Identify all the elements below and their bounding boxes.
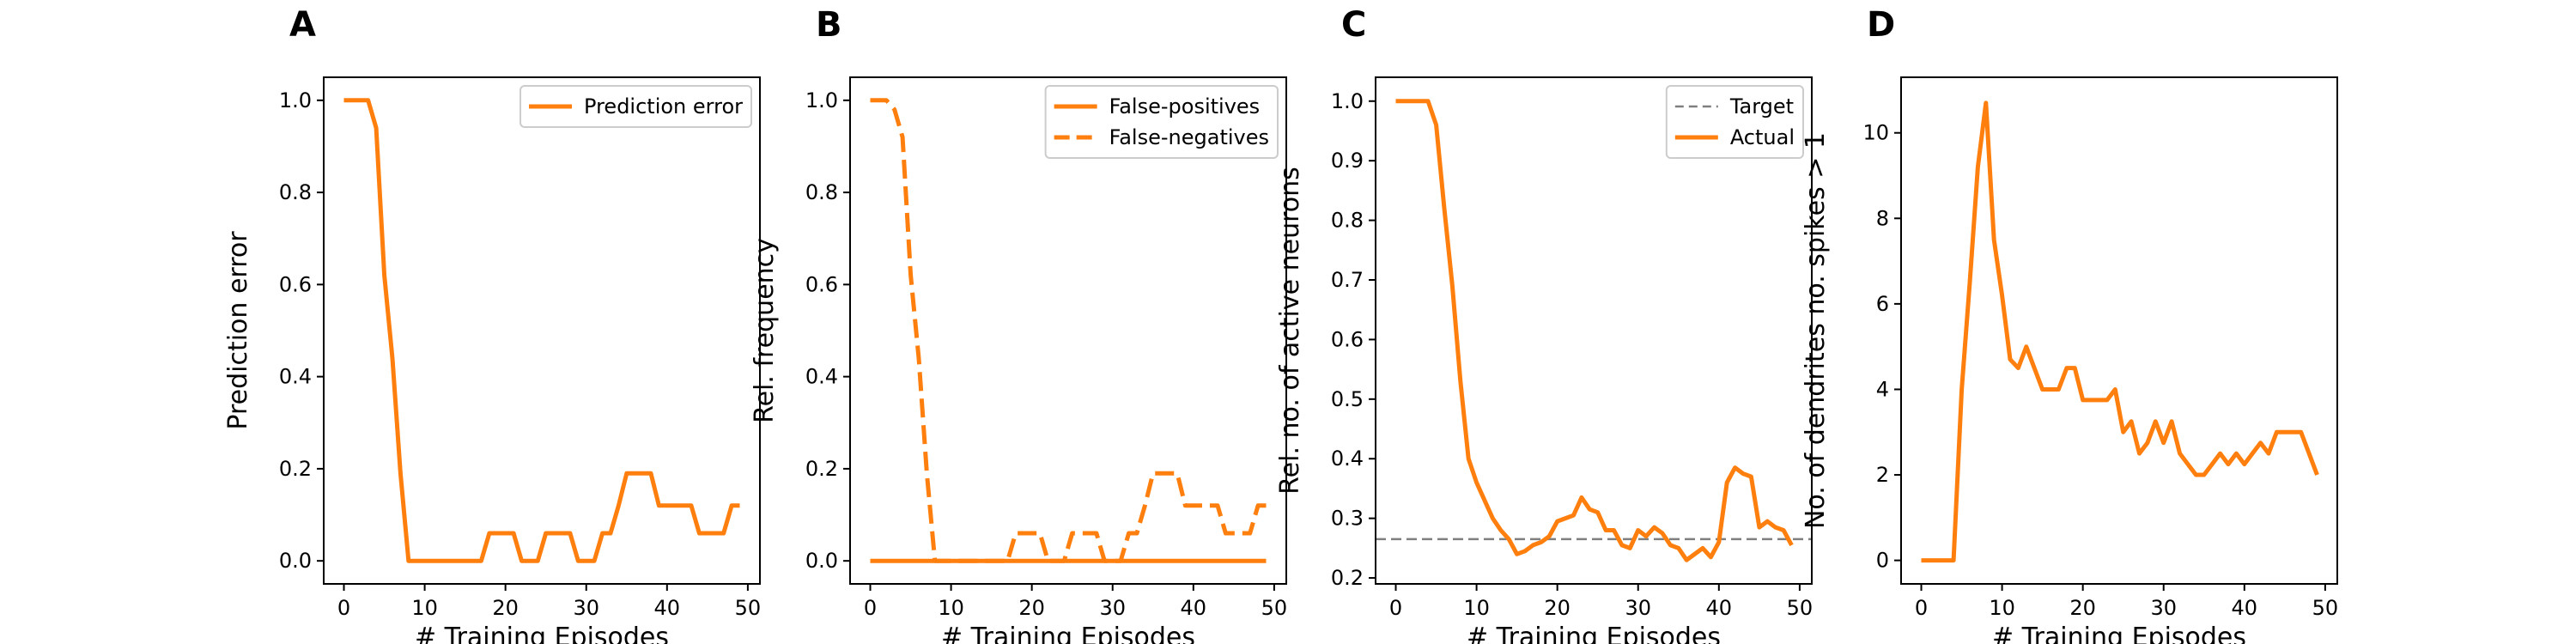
- y-tick-label: 0.0: [279, 549, 312, 573]
- x-tick-label: 40: [1181, 596, 1207, 620]
- y-tick-label: 10: [1862, 121, 1889, 145]
- legend-frame: [519, 85, 752, 128]
- x-axis-label: # Training Episodes: [941, 623, 1195, 644]
- x-axis-label: # Training Episodes: [415, 623, 669, 644]
- y-tick-label: 0.2: [805, 457, 838, 481]
- y-tick-label: 0.0: [805, 549, 838, 573]
- legend-label: Prediction error: [584, 94, 743, 118]
- x-tick-label: 10: [1989, 596, 2015, 620]
- y-tick-label: 0.3: [1331, 507, 1364, 531]
- y-axis-label: Prediction error: [223, 231, 253, 430]
- x-tick-label: 40: [1706, 596, 1733, 620]
- legend: Prediction error: [519, 85, 752, 128]
- x-tick-label: 30: [1625, 596, 1651, 620]
- y-axis-label: Rel. frequency: [750, 238, 780, 423]
- x-tick-label: 20: [1544, 596, 1571, 620]
- x-tick-label: 50: [1261, 596, 1288, 620]
- x-tick-label: 0: [864, 596, 877, 620]
- x-tick-label: 20: [1018, 596, 1045, 620]
- y-tick-label: 0.4: [805, 365, 838, 389]
- series-line-1: [1921, 100, 2319, 563]
- plot-area: [1921, 100, 2319, 563]
- axes-frame: [1900, 76, 2338, 585]
- legend-label: Target: [1729, 94, 1794, 118]
- y-tick-label: 4: [1876, 377, 1889, 401]
- x-tick-label: 10: [938, 596, 964, 620]
- y-tick-label: 0.4: [279, 365, 312, 389]
- x-tick-label: 30: [573, 596, 599, 620]
- y-tick-label: 0.8: [805, 180, 838, 204]
- panel-c: C 0 10 20 30 40 50 0.2 0.3 0.4 0.5 0.6 0.7 0.8 0.9 1.0 #…: [1275, 5, 1813, 644]
- series-line-2: [1395, 99, 1794, 562]
- axes-frame: [1375, 76, 1813, 585]
- y-axis-label: No. of dendrites no. spikes > 1: [1801, 132, 1831, 529]
- series-line-2: [870, 98, 1267, 563]
- x-tick-label: 0: [1915, 596, 1928, 620]
- legend-label: Actual: [1730, 125, 1795, 149]
- x-tick-label: 50: [1787, 596, 1814, 620]
- plot-area: [343, 98, 740, 563]
- x-tick-label: 0: [1389, 596, 1402, 620]
- axes-frame: [323, 76, 761, 585]
- panel-letter: A: [289, 5, 316, 45]
- panel-letter: C: [1341, 5, 1366, 45]
- y-tick-label: 0.6: [805, 272, 838, 296]
- panel-d: D 0 10 20 30 40 50 0 2 4 6 8 10 # Training Episodes No…: [1801, 5, 2338, 644]
- y-tick-label: 8: [1876, 206, 1889, 230]
- y-tick-label: 1.0: [805, 88, 838, 112]
- x-axis-label: # Training Episodes: [1992, 623, 2246, 644]
- x-tick-label: 50: [735, 596, 762, 620]
- panel-a: A 0 10 20 30 40 50 0.0 0.2 0.4 0.6 0.8 1.0 # Training…: [223, 5, 761, 644]
- panel-letter: B: [816, 5, 842, 45]
- legend-label: False-positives: [1109, 94, 1261, 118]
- y-tick-label: 0.7: [1331, 268, 1364, 292]
- axes-frame: [849, 76, 1287, 585]
- plot-area: [1376, 99, 1812, 562]
- x-tick-label: 0: [337, 596, 350, 620]
- y-tick-label: 1.0: [279, 88, 312, 112]
- legend-frame: [1665, 85, 1804, 159]
- x-tick-label: 30: [1099, 596, 1126, 620]
- legend-label: False-negatives: [1109, 125, 1269, 149]
- x-tick-label: 10: [1463, 596, 1490, 620]
- x-axis-label: # Training Episodes: [1467, 623, 1721, 644]
- x-tick-label: 40: [2232, 596, 2258, 620]
- y-tick-label: 1.0: [1331, 89, 1364, 113]
- y-tick-label: 0.9: [1331, 149, 1364, 173]
- y-tick-label: 0.8: [279, 180, 312, 204]
- x-tick-label: 20: [2069, 596, 2096, 620]
- y-tick-label: 2: [1876, 463, 1889, 487]
- panel-b: B 0 10 20 30 40 50 0.0 0.2 0.4 0.6 0.8 1.0 # Training…: [750, 5, 1287, 644]
- x-tick-label: 30: [2150, 596, 2177, 620]
- y-tick-label: 0.2: [279, 457, 312, 481]
- x-tick-label: 10: [411, 596, 438, 620]
- plot-area: [870, 98, 1267, 563]
- y-tick-label: 0.6: [1331, 327, 1364, 351]
- y-tick-label: 6: [1876, 292, 1889, 316]
- x-tick-label: 40: [654, 596, 681, 620]
- y-tick-label: 0: [1876, 549, 1889, 573]
- y-tick-label: 0.6: [279, 272, 312, 296]
- y-tick-label: 0.4: [1331, 447, 1364, 471]
- legend-frame: [1044, 85, 1279, 159]
- y-tick-label: 0.2: [1331, 566, 1364, 590]
- legend: Target Actual: [1665, 85, 1804, 159]
- y-tick-label: 0.5: [1331, 387, 1364, 411]
- y-axis-label: Rel. no. of active neurons: [1275, 167, 1305, 495]
- panel-letter: D: [1867, 5, 1895, 45]
- series-line-1: [343, 98, 740, 563]
- x-tick-label: 20: [492, 596, 519, 620]
- y-tick-label: 0.8: [1331, 209, 1364, 233]
- x-tick-label: 50: [2312, 596, 2339, 620]
- legend: False-positives False-negatives: [1044, 85, 1279, 159]
